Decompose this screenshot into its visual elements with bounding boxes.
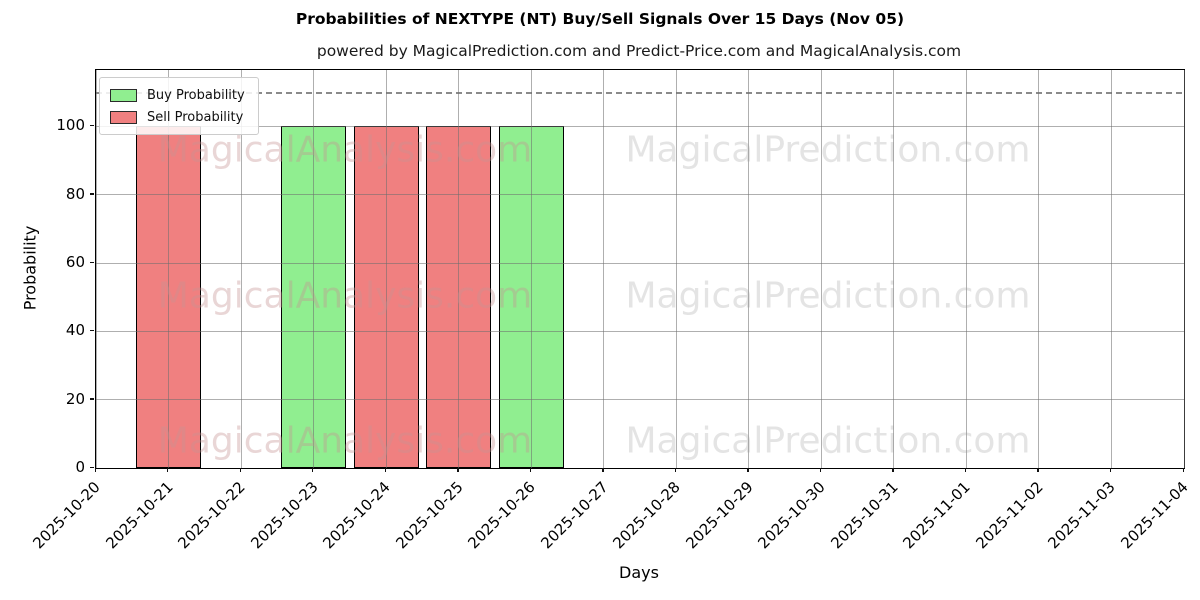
- h-gridline: [96, 194, 1184, 196]
- v-gridline: [1183, 70, 1185, 468]
- x-tick-label: 2025-10-25: [392, 478, 467, 553]
- x-tick-mark: [892, 468, 894, 472]
- y-tick-label: 0: [75, 458, 85, 476]
- x-tick-mark: [674, 468, 677, 472]
- h-gridline: [96, 330, 1184, 332]
- x-tick-mark: [602, 468, 604, 472]
- x-tick-label: 2025-10-24: [319, 478, 394, 553]
- y-tick-label: 60: [65, 253, 85, 272]
- x-tick-mark: [167, 468, 169, 472]
- x-tick-label: 2025-10-31: [827, 478, 902, 553]
- x-tick-label: 2025-10-30: [754, 478, 830, 553]
- legend-box: Buy Probability Sell Probability: [99, 77, 259, 135]
- v-gridline: [1038, 70, 1040, 468]
- x-tick-mark: [94, 468, 96, 472]
- dashed-reference-line: [96, 92, 1184, 94]
- x-tick-label: 2025-10-26: [464, 478, 539, 553]
- v-gridline: [530, 70, 532, 468]
- x-tick-label: 2025-10-27: [537, 478, 612, 553]
- x-tick-mark: [1109, 468, 1112, 472]
- v-gridline: [893, 70, 895, 468]
- v-gridline: [675, 70, 677, 468]
- x-tick-mark: [1182, 468, 1184, 472]
- y-tick-label: 40: [65, 321, 85, 340]
- x-tick-label: 2025-11-02: [972, 478, 1047, 553]
- v-gridline: [965, 70, 967, 468]
- x-tick-mark: [457, 468, 459, 472]
- x-tick-label: 2025-10-29: [682, 478, 757, 553]
- x-tick-label: 2025-10-22: [174, 478, 249, 553]
- y-tick-label: 80: [65, 184, 85, 203]
- plot-area: [95, 69, 1185, 469]
- v-gridline: [240, 70, 242, 468]
- chart-title: Probabilities of NEXTYPE (NT) Buy/Sell S…: [295, 10, 905, 28]
- v-gridline: [1110, 70, 1112, 468]
- y-tick-label: 20: [65, 389, 85, 408]
- x-tick-mark: [819, 468, 822, 472]
- y-tick-mark: [90, 124, 94, 127]
- x-tick-mark: [529, 468, 532, 472]
- x-tick-label: 2025-10-20: [29, 478, 104, 553]
- h-gridline: [96, 399, 1184, 401]
- y-tick-mark: [90, 193, 94, 195]
- x-tick-mark: [747, 468, 749, 472]
- v-gridline: [603, 70, 605, 468]
- x-tick-label: 2025-10-28: [609, 478, 684, 553]
- legend-label-buy: Buy Probability: [147, 87, 245, 103]
- y-tick-label: 100: [56, 116, 85, 135]
- v-gridline: [168, 70, 170, 468]
- x-tick-label: 2025-11-04: [1117, 478, 1192, 553]
- y-tick-mark: [90, 261, 94, 263]
- x-tick-label: 2025-10-23: [246, 478, 322, 553]
- x-tick-mark: [312, 468, 314, 472]
- legend-label-sell: Sell Probability: [147, 109, 244, 125]
- x-tick-label: 2025-10-21: [101, 478, 177, 553]
- v-gridline: [385, 70, 387, 468]
- v-gridline: [748, 70, 750, 468]
- v-gridline: [458, 70, 460, 468]
- x-tick-label: 2025-11-01: [899, 478, 975, 553]
- x-tick-mark: [1037, 468, 1039, 472]
- x-tick-mark: [384, 468, 387, 472]
- y-tick-mark: [90, 398, 94, 400]
- legend-item-sell: Sell Probability: [110, 106, 248, 128]
- h-gridline: [96, 125, 1184, 127]
- v-gridline: [820, 70, 822, 468]
- legend-item-buy: Buy Probability: [110, 84, 248, 106]
- y-tick-mark: [90, 466, 94, 468]
- v-gridline: [313, 70, 315, 468]
- x-tick-label: 2025-11-03: [1044, 478, 1120, 553]
- x-axis-label: Days: [619, 563, 659, 582]
- chart-subtitle: powered by MagicalPrediction.com and Pre…: [316, 42, 962, 60]
- h-gridline: [96, 262, 1184, 264]
- legend-swatch-buy: [110, 88, 137, 102]
- v-gridline: [95, 70, 97, 468]
- x-tick-mark: [964, 468, 967, 472]
- legend-swatch-sell: [110, 110, 137, 124]
- x-tick-mark: [239, 468, 241, 472]
- y-tick-mark: [90, 329, 94, 332]
